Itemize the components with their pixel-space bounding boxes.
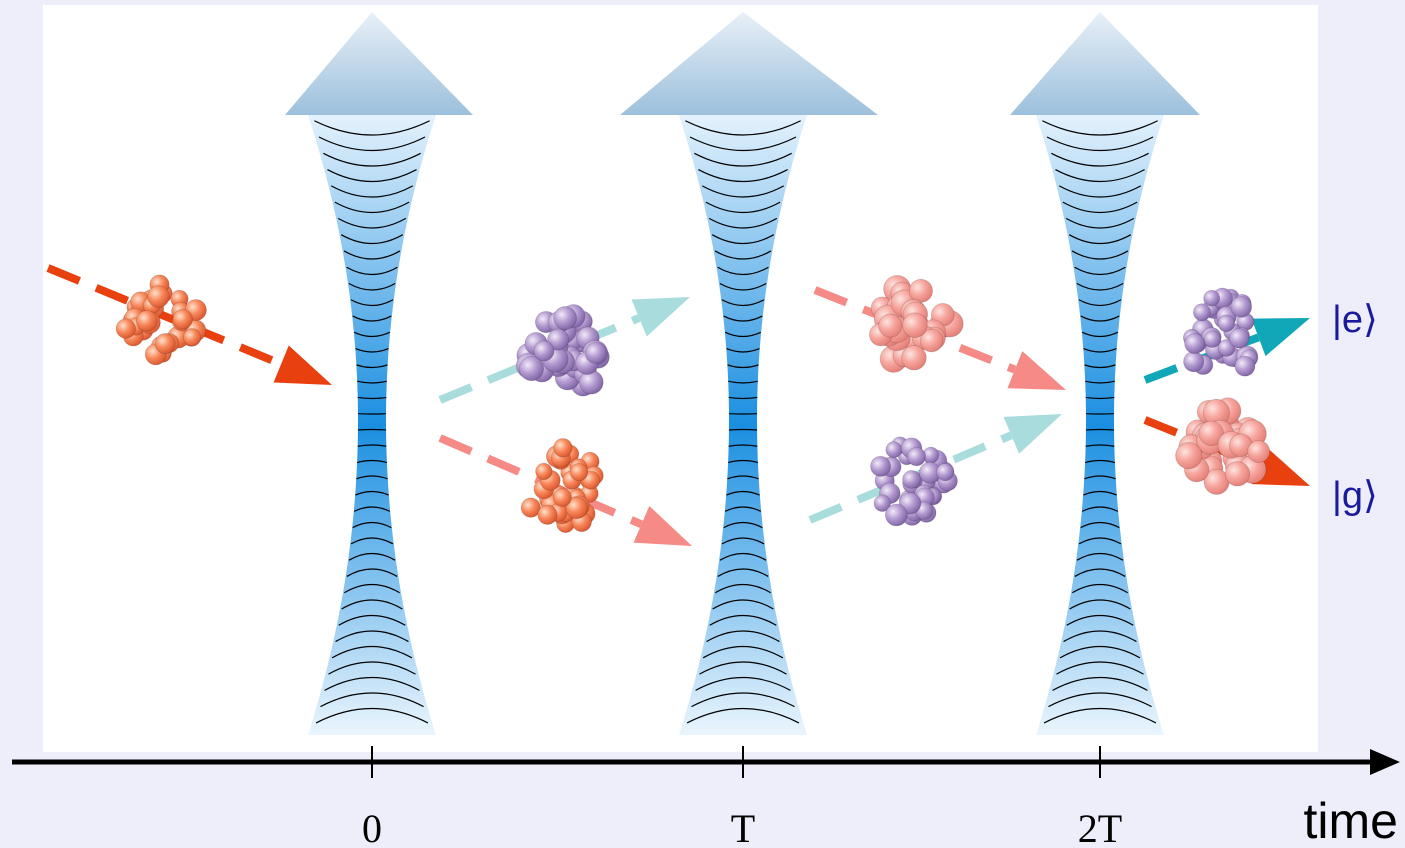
- atom: [886, 442, 902, 458]
- axis-label: time: [1304, 793, 1398, 848]
- atom: [570, 463, 587, 480]
- atom: [1218, 315, 1235, 332]
- atom: [909, 279, 932, 302]
- atom: [1229, 328, 1249, 348]
- atom: [173, 309, 193, 329]
- tick-label: T: [731, 806, 755, 848]
- atom: [1184, 351, 1204, 371]
- atom: [585, 343, 606, 364]
- atom: [538, 505, 557, 524]
- state-label: |g⟩: [1332, 475, 1378, 517]
- atom: [536, 463, 553, 480]
- atom: [1225, 462, 1249, 486]
- atom: [554, 307, 577, 330]
- atom: [553, 488, 571, 506]
- atom: [155, 334, 175, 354]
- atom: [1193, 304, 1210, 321]
- atom: [1235, 356, 1255, 376]
- atom: [183, 329, 200, 346]
- atom: [1185, 333, 1205, 353]
- tick-label: 2T: [1078, 806, 1122, 848]
- atom: [116, 319, 136, 339]
- page: 0 T 2T time |e⟩ |g⟩ (() => { const data …: [0, 0, 1405, 848]
- atom: [136, 310, 157, 331]
- atom: [1204, 331, 1221, 348]
- atom: [903, 470, 921, 488]
- atom: [1231, 297, 1252, 318]
- diagram: 0 T 2T time |e⟩ |g⟩: [0, 0, 1405, 848]
- atom: [1204, 290, 1220, 306]
- atom: [1176, 442, 1202, 468]
- tick-label: 0: [362, 806, 382, 848]
- atom: [902, 345, 927, 370]
- atom: [937, 463, 954, 480]
- atom: [885, 504, 907, 526]
- atom: [871, 456, 891, 476]
- state-label: |e⟩: [1332, 299, 1378, 341]
- atom: [903, 313, 928, 338]
- atom: [554, 438, 573, 457]
- atom: [907, 447, 925, 465]
- atom: [1248, 440, 1270, 462]
- atom: [879, 314, 902, 337]
- atom: [534, 341, 554, 361]
- axis-arrow: [1370, 749, 1400, 775]
- atom: [148, 286, 170, 308]
